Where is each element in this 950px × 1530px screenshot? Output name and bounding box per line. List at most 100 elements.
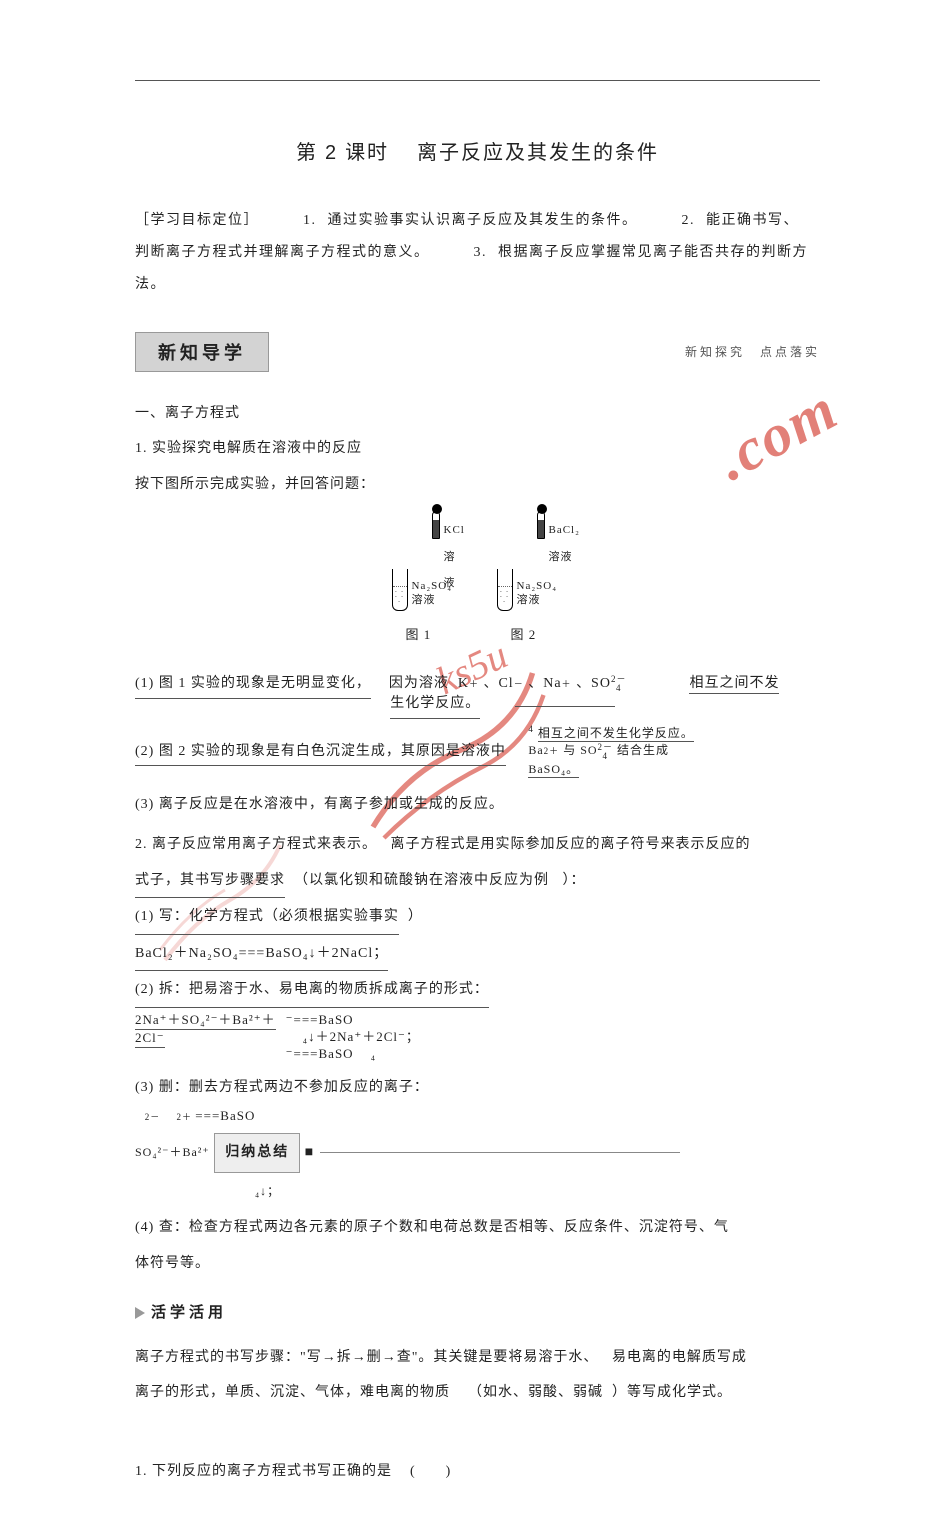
- sm2b: （如水、弱酸、弱碱: [468, 1385, 603, 1400]
- ex1: 1. 下列反应的离子方程式书写正确的是: [135, 1464, 392, 1479]
- fig-caption-2: 图 2: [511, 619, 537, 650]
- lesson-title: 第 2 课时 离子反应及其发生的条件: [135, 136, 820, 165]
- q1-h: 生化学反应。: [390, 691, 480, 719]
- fig-caption-1: 图 1: [406, 619, 432, 650]
- sup-plus2: ＋: [562, 679, 572, 689]
- title-number: 2: [325, 142, 338, 164]
- question-1: (1) 图 1 实验的现象是无明显变化， 因为溶液 K＋ 、Cl－ 、Na＋ 、…: [135, 671, 820, 718]
- sm1b: 易电离的电解质写成: [612, 1350, 747, 1365]
- dropper-2: [537, 511, 545, 539]
- objective-2a: 2. 能正确书写、: [682, 213, 800, 228]
- dropper-1: [432, 511, 440, 539]
- line-2: 2. 离子反应常用离子方程式来表示。 离子方程式是用实际参加反应的离子符号来表示…: [135, 828, 820, 862]
- section-header: 新知导学 新知探究 点点落实: [135, 332, 820, 372]
- eq3-main-row: SO₄²⁻＋Ba²⁺ 归纳总结 ■: [135, 1129, 820, 1177]
- equation-3: 2－ 2＋ ===BaSO: [135, 1108, 820, 1125]
- eq3-sup-row: 2－ 2＋ ===BaSO: [135, 1108, 255, 1125]
- sm1a: 离子方程式的书写步骤："写→拆→删→查"。其关键是要将易溶于水、: [135, 1350, 598, 1365]
- equation-1: BaCl₂＋Na₂SO₄===BaSO₄↓＋2NaCl；: [135, 937, 820, 972]
- step-3: (3) 删：删去方程式两边不参加反应的离子：: [135, 1071, 820, 1105]
- q1-cl: 、Cl: [483, 676, 513, 691]
- objective-1: 1. 通过实验事实认识离子反应及其发生的条件。: [303, 213, 638, 228]
- q2-e: 结合生成: [617, 743, 669, 757]
- q2-f: BaSO₄。: [528, 761, 579, 779]
- q1-k: K: [458, 676, 469, 691]
- eq2lb: 2Cl⁻: [135, 1030, 165, 1048]
- s1a: (1) 写：化学方程式（必须根据实验事实: [135, 900, 399, 935]
- e3s2: 2＋: [177, 1112, 193, 1122]
- summary-line-2: 离子的形式，单质、沉淀、气体，难电离的物质 （如水、弱酸、弱碱 ）等写成化学式。: [135, 1376, 820, 1410]
- question-3: (3) 离子反应是在水溶液中，有离子参加或生成的反应。: [135, 788, 820, 822]
- eq3top: ===BaSO: [195, 1108, 255, 1123]
- sm2a: 离子的形式，单质、沉淀、气体，难电离的物质: [135, 1385, 450, 1400]
- q1-g: 相互之间不发: [689, 676, 779, 694]
- tube-1-label-b: 溶液: [412, 587, 436, 613]
- line-1-1: 1. 实验探究电解质在溶液中的反应: [135, 432, 820, 466]
- sub-4b: 4: [528, 724, 534, 734]
- objectives-block: ［学习目标定位］ 1. 通过实验事实认识离子反应及其发生的条件。 2. 能正确书…: [135, 205, 820, 302]
- q1-b: 因为溶液: [389, 676, 449, 691]
- eq3bot: ₄↓；: [255, 1177, 820, 1206]
- tube-2: · ·· ··: [497, 569, 513, 611]
- ex1p: ( ): [410, 1464, 451, 1479]
- sup-minus: －: [514, 679, 524, 689]
- l2c: 式子，其书写步骤要求: [135, 864, 285, 899]
- summary-line: [320, 1152, 680, 1153]
- section-subtitle: 新知探究 点点落实: [685, 343, 820, 360]
- exercise-1: 1. 下列反应的离子方程式书写正确的是 ( ): [135, 1455, 820, 1489]
- l2e: ）：: [563, 873, 586, 888]
- eq2rtb: ₄↓＋2Na⁺＋2Cl⁻: [303, 1029, 406, 1044]
- objectives-label: ［学习目标定位］: [135, 213, 259, 228]
- body: 一、离子方程式 1. 实验探究电解质在溶液中的反应 按下图所示完成实验，并回答问…: [135, 397, 820, 1489]
- page-content: 第 2 课时 离子反应及其发生的条件 ［学习目标定位］ 1. 通过实验事实认识离…: [0, 0, 950, 1530]
- s1b: ）: [408, 909, 423, 924]
- eq3left: SO₄²⁻＋Ba²⁺: [135, 1145, 210, 1159]
- dropper-2-label: BaCl₂溶液: [549, 517, 580, 570]
- q2-so: 与 SO: [563, 743, 597, 757]
- summary-tab: 归纳总结: [214, 1133, 300, 1173]
- eq2lt: 2Na⁺＋SO₄²⁻＋Ba²⁺＋: [135, 1012, 276, 1030]
- q2-b: 相互之间不发生化学反应。: [538, 725, 694, 743]
- q2-ba: Ba: [528, 743, 543, 757]
- step-4b: 体符号等。: [135, 1247, 820, 1281]
- sup-plus: ＋: [469, 679, 479, 689]
- sup-2plus: 2＋: [544, 746, 560, 756]
- title-prefix: 第: [296, 142, 318, 164]
- tube-1: · ·· ··: [392, 569, 408, 611]
- step-4: (4) 查：检查方程式两边各元素的原子个数和电荷总数是否相等、反应条件、沉淀符号…: [135, 1211, 820, 1245]
- step-1: (1) 写：化学方程式（必须根据实验事实 ）: [135, 900, 820, 935]
- line-2c: 式子，其书写步骤要求 （以氯化钡和硫酸钠在溶液中反应为例 ）：: [135, 864, 820, 899]
- line-1-2: 按下图所示完成实验，并回答问题：: [135, 468, 820, 502]
- eq1: BaCl₂＋Na₂SO₄===BaSO₄↓＋2NaCl；: [135, 937, 388, 972]
- section-tab: 新知导学: [135, 332, 269, 372]
- q1-so: 、SO: [576, 676, 611, 691]
- s2: (2) 拆：把易溶于水、易电离的物质拆成离子的形式：: [135, 973, 489, 1008]
- top-rule: [135, 80, 820, 81]
- eq2rb: ⁻===BaSO: [286, 1046, 354, 1061]
- q2-right-block: 4 相互之间不发生化学反应。 Ba2＋ 与 SO2－4 结合生成 BaSO₄。: [528, 725, 694, 779]
- sub-4c: 4: [603, 751, 609, 761]
- eq2rbb: ₄: [371, 1046, 377, 1061]
- q1-na: 、Na: [528, 676, 561, 691]
- q1-blank: [515, 706, 615, 707]
- summary-line-1: 离子方程式的书写步骤："写→拆→删→查"。其关键是要将易溶于水、 易电离的电解质…: [135, 1341, 820, 1375]
- step-2: (2) 拆：把易溶于水、易电离的物质拆成离子的形式：: [135, 973, 820, 1008]
- sub-4: 4: [616, 683, 622, 693]
- eq2-left: 2Na⁺＋SO₄²⁻＋Ba²⁺＋ 2Cl⁻: [135, 1012, 276, 1063]
- heading-1: 一、离子方程式: [135, 397, 820, 431]
- sm2c: ）等写成化学式。: [612, 1385, 732, 1400]
- eq2-right: ⁻===BaSO ₄↓＋2Na⁺＋2Cl⁻； ⁻===BaSO ₄: [286, 1012, 420, 1063]
- objective-2b: 判断离子方程式并理解离子方程式的意义。: [135, 245, 430, 260]
- equation-2: 2Na⁺＋SO₄²⁻＋Ba²⁺＋ 2Cl⁻ ⁻===BaSO ₄↓＋2Na⁺＋2…: [135, 1012, 820, 1063]
- l2d: （以氯化钡和硫酸钠在溶液中反应为例: [294, 873, 549, 888]
- figure-diagram: KCl溶液 · ·· ·· Na₂SO₄ 溶液 图 1 BaCl₂溶液 · ··…: [368, 511, 588, 666]
- l2a: 2. 离子反应常用离子方程式来表示。: [135, 837, 377, 852]
- q1-a: (1) 图 1 实验的现象是无明显变化，: [135, 671, 371, 699]
- e3s1: 2－: [145, 1112, 161, 1122]
- title-mid: 课时: [345, 142, 389, 164]
- tube-2-label-b: 溶液: [517, 587, 541, 613]
- eq2rta: ⁻===BaSO: [286, 1012, 354, 1027]
- subhead-practice: 活学活用: [135, 1295, 820, 1331]
- q2-a: (2) 图 2 实验的现象是有白色沉淀生成，其原因是溶液中: [135, 739, 506, 767]
- title-main: 离子反应及其发生的条件: [417, 142, 659, 164]
